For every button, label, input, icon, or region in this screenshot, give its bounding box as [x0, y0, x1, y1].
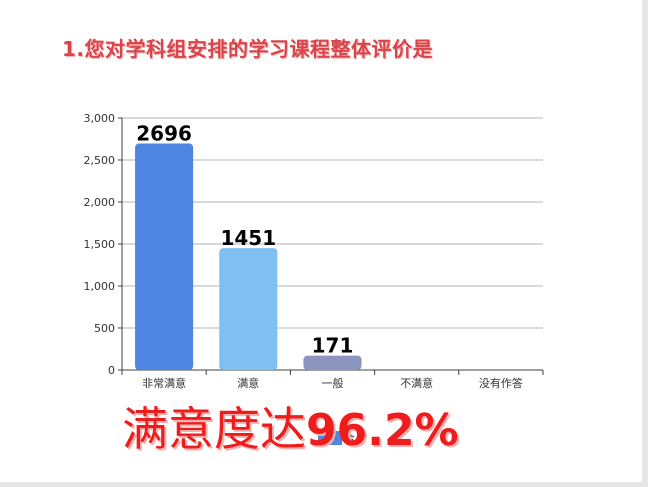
x-tick-label: 一般 — [322, 377, 344, 390]
data-label: 171 — [312, 334, 354, 358]
y-tick-label: 1,500 — [84, 238, 116, 251]
bar-3 — [303, 355, 362, 370]
x-tick-label: 没有作答 — [479, 376, 523, 390]
data-label: 1451 — [220, 226, 276, 250]
bar-1 — [135, 143, 194, 370]
x-tick-label: 满意 — [237, 376, 259, 390]
y-tick-label: 3,000 — [84, 112, 116, 125]
satisfaction-headline: 满意度达96.2% — [122, 406, 459, 453]
slide-edge-bottom — [0, 482, 648, 487]
legend-swatch — [318, 431, 342, 445]
y-tick-label: 1,000 — [84, 280, 116, 293]
y-tick-label: 2,000 — [84, 196, 116, 209]
data-label: 2696 — [136, 122, 192, 146]
slide-title: 1.您对学科组安排的学习课程整体评价是 — [62, 37, 434, 61]
y-tick-label: 0 — [108, 364, 115, 377]
legend-label: 合 — [344, 431, 355, 445]
slide-edge-right — [642, 0, 648, 487]
y-tick-label: 2,500 — [84, 154, 116, 167]
x-tick-label: 非常满意 — [142, 376, 186, 390]
bar-2 — [219, 248, 278, 370]
x-tick-label: 不满意 — [400, 376, 433, 390]
y-tick-label: 500 — [94, 322, 115, 335]
headline-value: 96.2% — [306, 405, 459, 456]
headline-prefix: 满意度达 — [122, 402, 306, 456]
